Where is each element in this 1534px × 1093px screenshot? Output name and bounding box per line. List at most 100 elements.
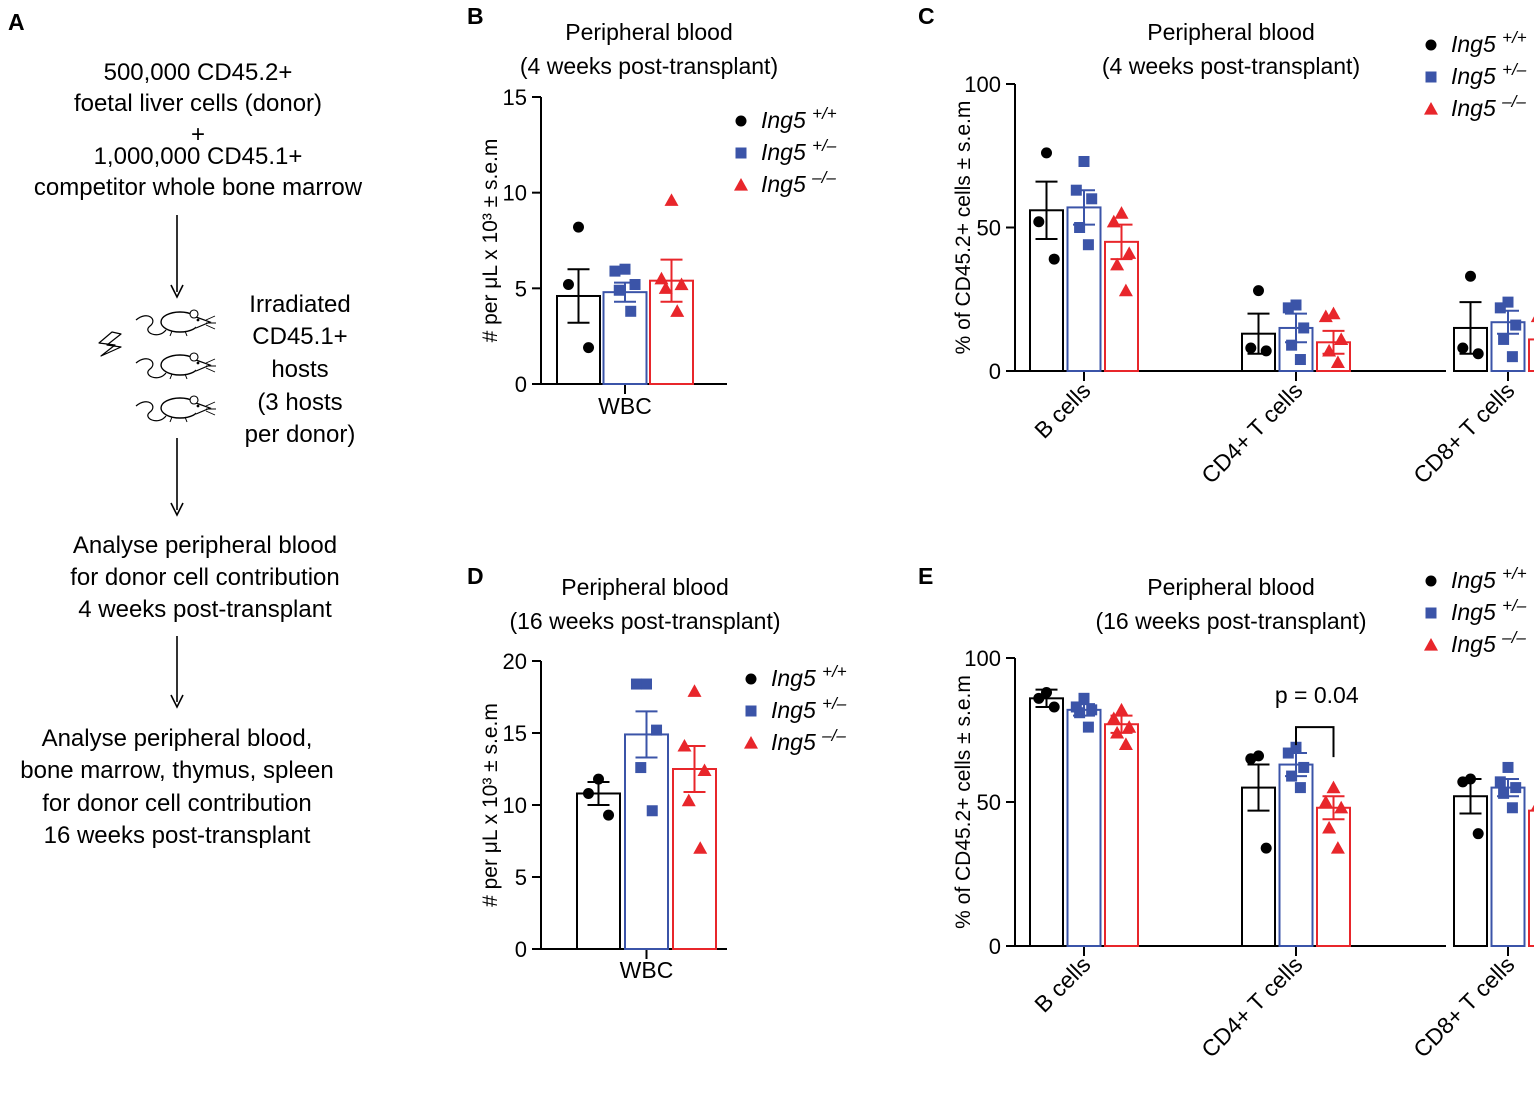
bar [1453, 795, 1488, 947]
y-axis-label: # per μL x 10³ ± s.e.m [479, 703, 502, 907]
chart-panels: B Peripheral blood (4 weeks post-transplan… [467, 3, 1534, 1062]
mouse-icon [135, 352, 216, 380]
data-point [1326, 780, 1341, 794]
chart-title-line: (4 weeks post-transplant) [1102, 53, 1360, 79]
data-point [681, 793, 696, 807]
chart-title-line: (16 weeks post-transplant) [1095, 608, 1366, 634]
legend-label: Ing5 +/– [771, 694, 847, 723]
bar [1029, 697, 1064, 947]
data-point [619, 263, 631, 275]
data-point [1318, 795, 1333, 808]
data-point [1110, 725, 1125, 739]
y-tick-label: 100 [964, 72, 1001, 97]
y-tick-label: 10 [503, 793, 527, 818]
data-point [1286, 770, 1298, 782]
data-point [1074, 707, 1086, 719]
legend-label: Ing5 +/+ [1451, 564, 1527, 593]
bar [624, 733, 669, 950]
panel-c-letter: C [918, 3, 935, 29]
y-tick-label: 15 [503, 85, 527, 110]
data-point [646, 805, 658, 817]
data-point [1106, 214, 1121, 228]
data-point [1114, 702, 1129, 716]
y-tick-label: 50 [977, 790, 1001, 815]
data-point [1498, 333, 1510, 345]
x-category-label: CD8+ T cells [1408, 377, 1519, 488]
data-point [697, 763, 712, 777]
data-point [1048, 253, 1060, 265]
legend-marker [1425, 39, 1437, 51]
data-point [693, 841, 708, 854]
data-point [1118, 737, 1133, 750]
analysis1-line-3: 4 weeks post-transplant [78, 596, 332, 623]
data-point [609, 265, 621, 277]
data-point [1506, 351, 1518, 363]
analysis1-line-1: Analyse peripheral blood [73, 532, 337, 559]
bar [1316, 806, 1351, 948]
panel-c: C Peripheral blood (4 weeks post-transplan… [918, 3, 1534, 488]
panel-e: E Peripheral blood (16 weeks post-transpla… [918, 563, 1534, 1062]
data-point [1502, 296, 1514, 308]
panel-d: D Peripheral blood (16 weeks post-transpla… [467, 563, 847, 983]
data-point [1033, 692, 1045, 704]
data-point [1530, 316, 1534, 323]
legend-marker [735, 115, 747, 127]
legend-marker [734, 178, 748, 191]
data-point [1282, 302, 1294, 314]
data-point [1041, 147, 1052, 159]
data-point [1114, 206, 1129, 219]
chart-title-line: (16 weeks post-transplant) [509, 608, 780, 634]
data-point [1070, 701, 1082, 713]
data-point [1282, 747, 1294, 759]
data-point [613, 284, 625, 296]
data-point [1070, 184, 1082, 196]
bar [1528, 338, 1534, 372]
data-point [1086, 704, 1098, 716]
y-tick-label: 50 [977, 216, 1001, 241]
host-line-4: (3 hosts [257, 389, 342, 416]
data-point [562, 279, 574, 291]
chart-title-line: Peripheral blood [565, 19, 733, 45]
data-point [1082, 239, 1094, 251]
panel-e-letter: E [918, 563, 933, 589]
y-tick-label: 0 [989, 359, 1001, 384]
data-point [1041, 687, 1052, 699]
x-category-label: CD4+ T cells [1196, 951, 1307, 1062]
donor-line-4: 1,000,000 CD45.1+ [94, 143, 303, 170]
legend-marker [1425, 71, 1437, 83]
y-axis-label: % of CD45.2+ cells ± s.e.m [952, 675, 975, 929]
x-category-label: CD4+ T cells [1196, 377, 1307, 488]
chart-title-line: (4 weeks post-transplant) [520, 53, 778, 79]
data-point [1082, 721, 1094, 733]
legend-label: Ing5 –/– [771, 726, 846, 755]
data-point [1298, 761, 1310, 773]
data-point [1078, 155, 1090, 167]
panel-d-letter: D [467, 563, 484, 589]
y-axis-label: # per μL x 10³ ± s.e.m [479, 139, 502, 343]
data-point [1122, 246, 1137, 259]
legend-label: Ing5 +/– [761, 136, 837, 165]
panel-b-letter: B [467, 3, 484, 29]
data-point [1318, 309, 1333, 323]
data-point [1330, 841, 1345, 854]
bar [672, 768, 717, 950]
data-point [1494, 302, 1506, 314]
legend-marker [735, 147, 747, 159]
data-point [1078, 692, 1090, 704]
data-point [1465, 270, 1476, 282]
bar [1528, 809, 1534, 948]
data-point [1510, 782, 1522, 794]
x-category-label: WBC [620, 957, 674, 983]
analysis1-line-2: for donor cell contribution [70, 564, 339, 591]
data-point [1260, 842, 1272, 854]
panel-b: B Peripheral blood (4 weeks post-transplan… [467, 3, 837, 419]
data-point [1322, 343, 1337, 357]
donor-line-1: 500,000 CD45.2+ [104, 59, 293, 86]
legend-label: Ing5 –/– [1451, 628, 1526, 657]
host-line-5: per donor) [245, 421, 356, 448]
donor-line-5: competitor whole bone marrow [34, 174, 363, 201]
data-point [1502, 761, 1514, 773]
legend-marker [1424, 102, 1438, 115]
x-category-label: B cells [1029, 951, 1095, 1017]
data-point [658, 281, 673, 294]
